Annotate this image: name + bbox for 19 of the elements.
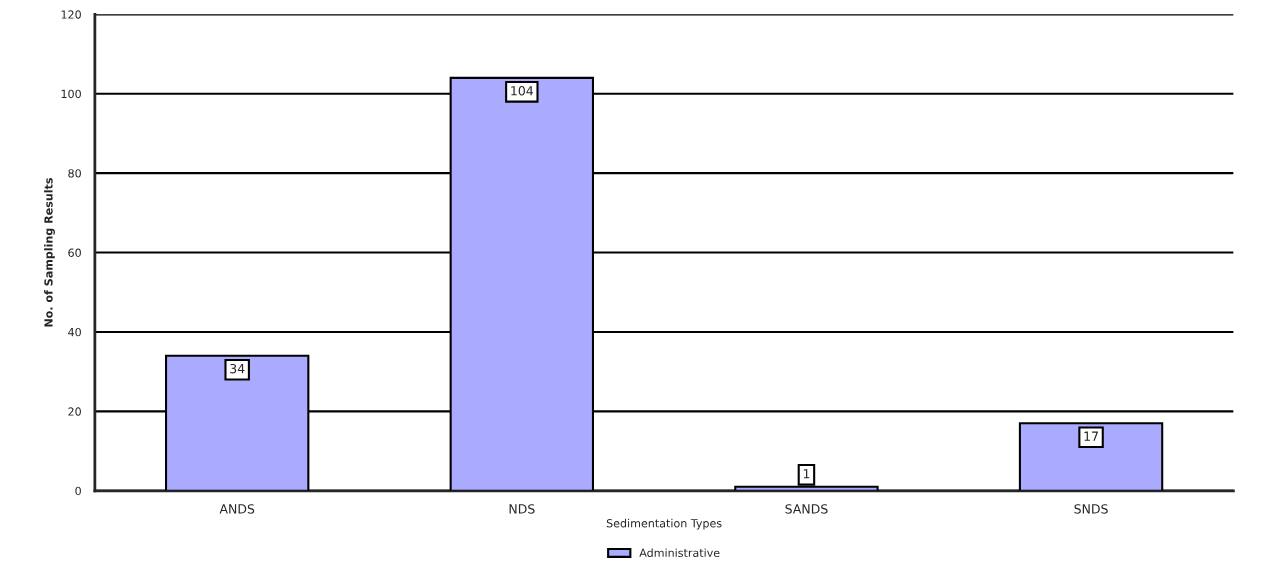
y-tick-label: 80 xyxy=(68,169,81,178)
y-tick-label: 100 xyxy=(61,89,81,99)
y-tick-label: 120 xyxy=(61,10,81,19)
data-label: 104 xyxy=(511,86,534,96)
y-tick-label: 60 xyxy=(68,248,81,257)
x-tick-label: SNDS xyxy=(1074,504,1108,514)
y-tick-label: 0 xyxy=(75,486,81,496)
x-axis-title: Sedimentation Types xyxy=(606,518,722,530)
x-tick-label: NDS xyxy=(509,504,535,514)
data-label: 17 xyxy=(1084,431,1098,441)
bar xyxy=(1018,422,1164,491)
data-label: 34 xyxy=(230,363,245,374)
x-tick-label: ANDS xyxy=(219,504,255,514)
data-label: 1 xyxy=(803,469,810,479)
y-tick-label: 40 xyxy=(68,327,81,337)
x-tick-label: SANDS xyxy=(785,504,828,514)
y-axis-title: No. of Sampling Results xyxy=(44,178,55,327)
legend-label: Administrative xyxy=(639,548,720,558)
y-tick-label: 20 xyxy=(68,407,81,416)
